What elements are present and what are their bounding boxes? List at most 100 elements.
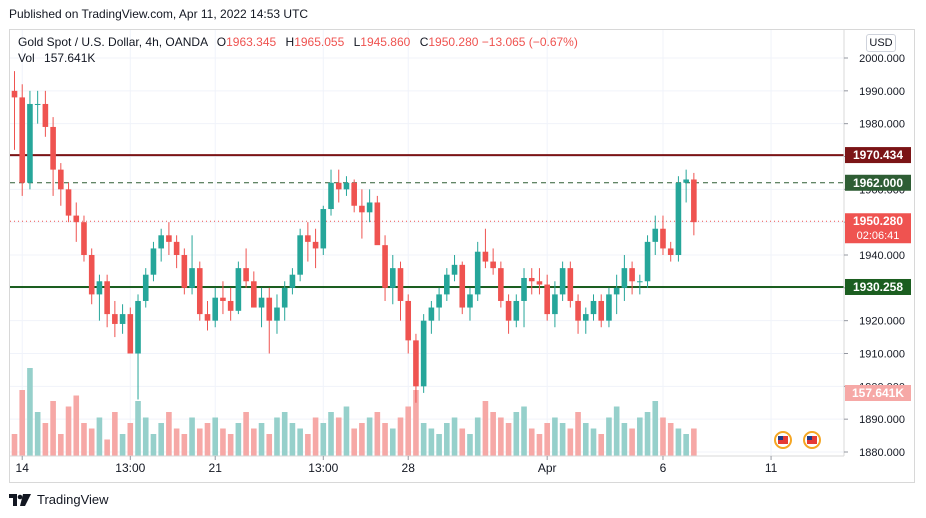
volume-bar: [181, 434, 188, 456]
volume-bar: [683, 434, 689, 456]
currency-button[interactable]: USD: [866, 34, 896, 52]
volume-bar: [637, 417, 643, 456]
volume-bar: [320, 423, 327, 456]
volume-bar: [552, 417, 558, 456]
volume-bar: [135, 401, 141, 456]
tradingview-brand-label: TradingView: [37, 492, 109, 507]
volume-bar: [119, 434, 126, 456]
tradingview-logo-icon: [9, 493, 31, 506]
candle-body: [644, 241, 651, 282]
flag-canton: [807, 436, 812, 440]
candle-body: [142, 274, 149, 301]
close-value: 1950.280: [428, 35, 479, 49]
time-tick-label: 6: [660, 461, 667, 475]
candle-body: [112, 314, 118, 324]
open-value: 1963.345: [226, 35, 277, 49]
volume-bar: [436, 434, 442, 456]
price-tick-label: 1940.000: [859, 250, 905, 262]
candle-body: [81, 222, 87, 255]
candle-body: [691, 179, 697, 223]
volume-bar: [444, 423, 450, 456]
candle-body: [374, 202, 381, 246]
volume-bar: [96, 417, 103, 456]
chart-frame: [9, 29, 915, 483]
volume-bar: [567, 428, 574, 456]
candle-body: [474, 251, 481, 295]
volume-bar: [498, 417, 504, 456]
volume-bar: [667, 423, 674, 456]
candle-body: [235, 268, 242, 311]
volume-bar: [575, 412, 581, 456]
candle-body: [119, 314, 126, 324]
candle-body: [50, 126, 56, 170]
candle-body: [575, 300, 581, 321]
candle-body: [490, 261, 496, 269]
candle-body: [274, 307, 280, 321]
volume-bar: [173, 428, 180, 456]
candle-body: [173, 241, 180, 255]
open-label: O: [216, 35, 227, 49]
candle-body: [652, 228, 659, 242]
volume-bar: [281, 412, 288, 456]
candle-body: [366, 202, 373, 213]
level-price-badge: 1970.434: [853, 148, 903, 162]
candle-body: [181, 255, 188, 288]
volume-bar: [274, 417, 280, 456]
change-value: −13.065 (−0.67%): [481, 35, 578, 49]
candle-body: [11, 90, 18, 98]
candle-body: [73, 215, 80, 223]
volume-bar: [227, 434, 234, 456]
candle-body: [127, 314, 134, 354]
candle-body: [521, 277, 527, 301]
candle-body: [251, 281, 257, 308]
candle-body: [42, 103, 49, 127]
economic-event-flag-icon: [803, 431, 821, 449]
volume-value: 157.641K: [44, 51, 96, 65]
candle-body: [598, 300, 605, 321]
last-price-badge: 1950.280: [853, 214, 903, 228]
volume-bar: [220, 428, 226, 456]
candle-body: [590, 300, 597, 315]
high-label: H: [285, 35, 295, 49]
volume-bar: [544, 423, 550, 456]
volume-bar: [166, 412, 172, 456]
candle-body: [436, 294, 442, 308]
candle-body: [660, 228, 666, 249]
volume-legend: Vol 157.641K: [18, 51, 95, 65]
level-price-badge: 1930.258: [853, 280, 903, 294]
volume-bar: [621, 423, 628, 456]
volume-bar: [513, 412, 520, 456]
volume-bar: [606, 417, 612, 456]
volume-bar: [158, 423, 164, 456]
volume-bar: [312, 417, 319, 456]
candle-body: [312, 241, 319, 249]
volume-badge: 157.641K: [852, 386, 904, 400]
candle-body: [582, 314, 589, 321]
price-tick-label: 1890.000: [859, 414, 905, 426]
candle-body: [189, 268, 195, 288]
volume-bar: [104, 439, 110, 456]
volume-bar: [420, 423, 427, 456]
level-price-badge-background: [845, 278, 911, 295]
candle-body: [96, 281, 103, 295]
volume-bar: [359, 423, 365, 456]
volume-bar: [258, 423, 265, 456]
candle-body: [258, 297, 265, 308]
volume-bar: [266, 434, 273, 456]
volume-bar: [88, 428, 95, 456]
candle-body: [204, 314, 211, 321]
economic-event-flag-icon: [774, 431, 792, 449]
time-tick-label: 14: [16, 461, 30, 475]
volume-label: Vol: [18, 51, 35, 65]
candle-body: [196, 268, 203, 315]
volume-bar: [243, 412, 249, 456]
volume-bar: [389, 428, 396, 456]
volume-bar: [73, 395, 80, 456]
volume-bar: [251, 428, 257, 456]
volume-bar: [536, 434, 543, 456]
candle-body: [667, 248, 674, 255]
published-header: Published on TradingView.com, Apr 11, 20…: [9, 7, 309, 21]
candle-body: [629, 268, 635, 282]
price-tick-label: 1880.000: [859, 447, 905, 459]
